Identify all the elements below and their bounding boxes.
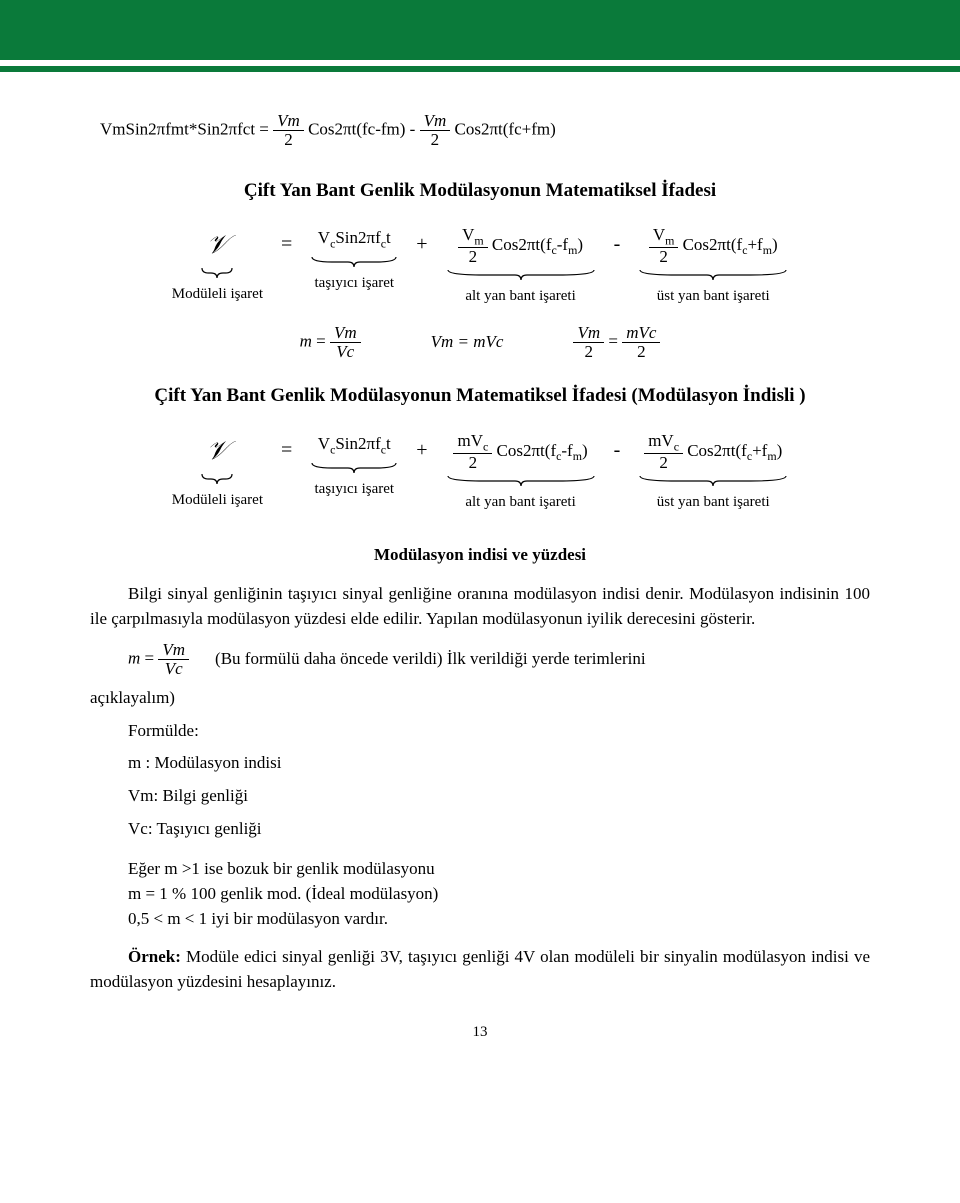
eq2-c-num1: Vm [573, 324, 604, 343]
body-rules: Eğer m >1 ise bozuk bir genlik modülasyo… [128, 857, 870, 931]
eq2-b: Vm = mVc [431, 330, 504, 355]
brace-label: alt yan bant işareti [465, 286, 575, 308]
term-expression: VcSin2πfct [318, 226, 391, 253]
brace-label: taşıyıcı işaret [315, 273, 395, 295]
eq2-a-m: m [300, 331, 312, 350]
eq1-tail1: Cos2πt(fc-fm) - [308, 119, 420, 138]
brace-label: Modüleli işaret [172, 284, 263, 306]
body-r2: m = 1 % 100 genlik mod. (İdeal modülasyo… [128, 882, 870, 907]
bf-num: Vm [158, 641, 189, 660]
section2-title: Çift Yan Bant Genlik Modülasyonun Matema… [90, 382, 870, 410]
body-heading: Modülasyon indisi ve yüzdesi [90, 543, 870, 568]
eq2-c-num2: mVc [622, 324, 660, 343]
term-expression: mVc2 Cos2πt(fc+fm) [644, 432, 782, 472]
body-formula-row: m = VmVc (Bu formülü daha öncede verildi… [128, 641, 870, 678]
equation-1: VmSin2πfmt*Sin2πfct = Vm 2 Cos2πt(fc-fm)… [90, 112, 870, 149]
body-formula: m = VmVc [128, 641, 189, 678]
term-expression: Vm2 Cos2πt(fc-fm) [458, 226, 583, 266]
operator: - [614, 226, 621, 259]
brace-term: VcSin2πfct taşıyıcı işaret [310, 432, 398, 500]
operator: - [614, 432, 621, 465]
body-d0: Formülde: [128, 719, 870, 744]
eq2-c-eq: = [604, 331, 622, 350]
body-formula-note: (Bu formülü daha öncede verildi) İlk ver… [215, 647, 870, 672]
eq1-frac2: Vm 2 [420, 112, 451, 149]
body-p1: Bilgi sinyal genliğinin taşıyıcı sinyal … [90, 582, 870, 631]
eq1-t2-num: Vm [420, 112, 451, 131]
brace-label: üst yan bant işareti [657, 286, 770, 308]
eq2-a: m = VmVc [300, 324, 361, 361]
body-d1: m : Modülasyon indisi [128, 751, 870, 776]
brace-term: mVc2 Cos2πt(fc-fm) alt yan bant işareti [446, 432, 596, 513]
body-r1: Eğer m >1 ise bozuk bir genlik modülasyo… [128, 857, 870, 882]
term-expression: VcSin2πfct [318, 432, 391, 459]
body-d2: Vm: Bilgi genliği [128, 784, 870, 809]
underbrace-icon [310, 461, 398, 475]
brace-term: VcSin2πfct taşıyıcı işaret [310, 226, 398, 294]
underbrace-icon [446, 474, 596, 488]
eq2-c: Vm2 = mVc2 [573, 324, 660, 361]
operator: + [416, 226, 427, 259]
underbrace-icon [446, 268, 596, 282]
brace-term: 𝒱 Modüleli işaret [172, 226, 263, 305]
section1-title: Çift Yan Bant Genlik Modülasyonun Matema… [90, 177, 870, 205]
eq2-a-num: Vm [330, 324, 361, 343]
term-expression: mVc2 Cos2πt(fc-fm) [453, 432, 587, 472]
equation-2: m = VmVc Vm = mVc Vm2 = mVc2 [90, 324, 870, 361]
eq1-t2-den: 2 [427, 131, 444, 149]
operator: = [281, 226, 292, 259]
underbrace-icon [638, 474, 788, 488]
operator: = [281, 432, 292, 465]
body-trail: açıklayalım) [90, 686, 870, 711]
page-content: VmSin2πfmt*Sin2πfct = Vm 2 Cos2πt(fc-fm)… [0, 72, 960, 1084]
brace-label: alt yan bant işareti [465, 492, 575, 514]
brace-term: mVc2 Cos2πt(fc+fm) üst yan bant işareti [638, 432, 788, 513]
body-r3: 0,5 < m < 1 iyi bir modülasyon vardır. [128, 907, 870, 932]
example-text: Modüle edici sinyal genliği 3V, taşıyıcı… [90, 947, 870, 991]
bf-eq: = [140, 649, 158, 668]
section2-expression: 𝒱 Modüleli işaret = VcSin2πfct taşıyıcı işar… [90, 432, 870, 513]
eq1-tail2: Cos2πt(fc+fm) [455, 119, 556, 138]
operator: + [416, 432, 427, 465]
term-expression: Vm2 Cos2πt(fc+fm) [649, 226, 778, 266]
underbrace-icon [200, 472, 234, 486]
term-expression: 𝒱 [207, 226, 229, 264]
example-label: Örnek: [128, 947, 186, 966]
body-example: Örnek: Modüle edici sinyal genliği 3V, t… [90, 945, 870, 994]
brace-term: Vm2 Cos2πt(fc-fm) alt yan bant işareti [446, 226, 596, 307]
underbrace-icon [638, 268, 788, 282]
body-d3: Vc: Taşıyıcı genliği [128, 817, 870, 842]
brace-label: Modüleli işaret [172, 490, 263, 512]
section1-expression: 𝒱 Modüleli işaret = VcSin2πfct taşıyıcı işar… [90, 226, 870, 307]
brace-term: 𝒱 Modüleli işaret [172, 432, 263, 511]
eq1-t1-num: Vm [273, 112, 304, 131]
eq2-c-den1: 2 [581, 343, 598, 361]
bf-m: m [128, 649, 140, 668]
eq2-c-den2: 2 [633, 343, 650, 361]
eq1-t1-den: 2 [280, 131, 297, 149]
eq2-a-eq: = [312, 331, 330, 350]
underbrace-icon [310, 255, 398, 269]
bf-den: Vc [161, 660, 187, 678]
header-band-1 [0, 0, 960, 60]
brace-label: üst yan bant işareti [657, 492, 770, 514]
page-number: 13 [90, 1022, 870, 1044]
brace-label: taşıyıcı işaret [315, 479, 395, 501]
eq1-frac1: Vm 2 [273, 112, 304, 149]
underbrace-icon [200, 266, 234, 280]
eq1-lhs: VmSin2πfmt*Sin2πfct = [100, 119, 269, 138]
term-expression: 𝒱 [207, 432, 229, 470]
brace-term: Vm2 Cos2πt(fc+fm) üst yan bant işareti [638, 226, 788, 307]
eq2-a-den: Vc [332, 343, 358, 361]
